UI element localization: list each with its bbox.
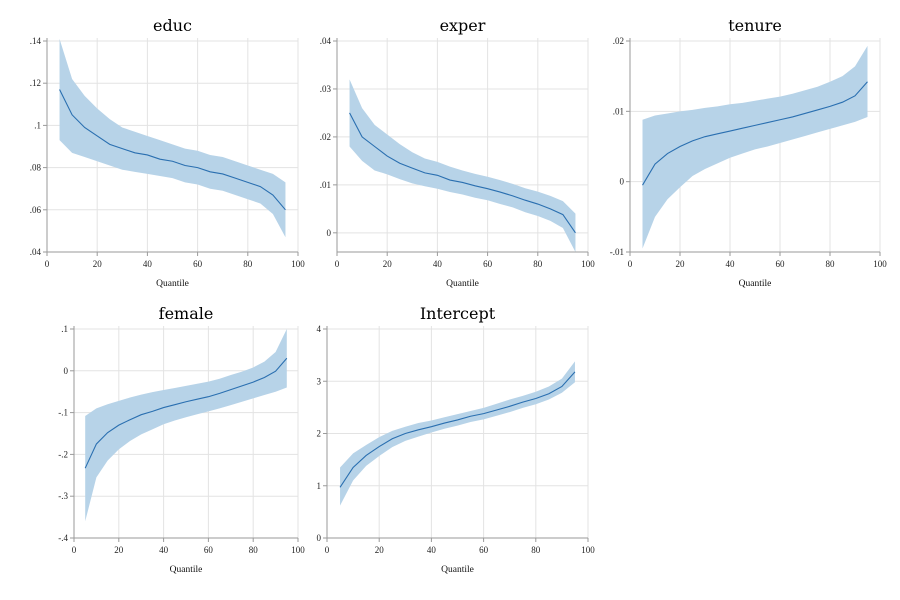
y-tick-label: .01 xyxy=(613,106,624,116)
panel-title: educ xyxy=(153,16,192,35)
y-tick-label: .1 xyxy=(61,324,68,334)
y-tick-label: -.4 xyxy=(58,533,68,543)
y-tick-label: .03 xyxy=(320,84,332,94)
y-tick-label: 3 xyxy=(317,376,322,386)
x-tick-label: 20 xyxy=(383,259,393,269)
x-tick-label: 20 xyxy=(114,545,124,555)
x-tick-label: 80 xyxy=(243,259,253,269)
y-tick-label: -.01 xyxy=(610,247,624,257)
x-axis-label: Quantile xyxy=(446,279,479,289)
y-tick-label: 0 xyxy=(64,366,69,376)
x-tick-label: 0 xyxy=(45,259,50,269)
x-tick-label: 0 xyxy=(628,259,633,269)
y-tick-label: -.3 xyxy=(58,491,68,501)
coefficient-line xyxy=(339,371,576,488)
y-tick-label: -.1 xyxy=(58,408,68,418)
y-tick-label: 2 xyxy=(317,429,322,439)
y-tick-label: .12 xyxy=(30,78,41,88)
confidence-band xyxy=(642,45,868,249)
y-tick-label: 0 xyxy=(620,177,625,187)
panel-title: Intercept xyxy=(420,304,496,323)
x-tick-label: 60 xyxy=(193,259,203,269)
y-tick-label: 0 xyxy=(327,228,332,238)
x-tick-label: 100 xyxy=(873,259,887,269)
x-tick-label: 100 xyxy=(581,545,595,555)
x-tick-label: 80 xyxy=(531,545,541,555)
x-axis-label: Quantile xyxy=(170,565,203,575)
x-tick-label: 40 xyxy=(159,545,169,555)
confidence-band xyxy=(349,79,576,252)
panel-female: 0 20 40 60 80 100 -.4 -.3 -.2 -.1 0 .1 female Quantil… xyxy=(58,304,305,575)
x-tick-label: 60 xyxy=(483,259,493,269)
y-tick-label: .08 xyxy=(30,163,42,173)
confidence-band xyxy=(340,361,575,506)
y-tick-label: .02 xyxy=(613,36,624,46)
x-tick-label: 20 xyxy=(375,545,385,555)
y-tick-label: -.2 xyxy=(58,449,68,459)
x-tick-label: 80 xyxy=(533,259,543,269)
panel-title: tenure xyxy=(728,16,782,35)
y-tick-label: .02 xyxy=(320,132,331,142)
y-tick-label: 0 xyxy=(317,533,322,543)
y-tick-label: .04 xyxy=(30,247,42,257)
x-tick-label: 80 xyxy=(249,545,259,555)
x-tick-label: 20 xyxy=(93,259,103,269)
y-tick-label: .01 xyxy=(320,180,331,190)
x-tick-label: 60 xyxy=(776,259,786,269)
panel-exper: 0 20 40 60 80 100 0 .01 .02 .03 .04 exper Quantile xyxy=(320,16,596,289)
x-tick-label: 100 xyxy=(291,259,305,269)
x-tick-label: 0 xyxy=(335,259,340,269)
panel-title: exper xyxy=(440,16,486,35)
x-tick-label: 40 xyxy=(143,259,153,269)
panel-educ: 0 20 40 60 80 100 .04 .06 .08 .1 .12 .14 educ Quantil… xyxy=(30,16,306,289)
panel-title: female xyxy=(159,304,214,323)
x-tick-label: 100 xyxy=(581,259,595,269)
x-tick-label: 80 xyxy=(826,259,836,269)
y-tick-label: .04 xyxy=(320,36,332,46)
x-tick-label: 0 xyxy=(325,545,330,555)
y-tick-label: .14 xyxy=(30,36,42,46)
x-tick-label: 40 xyxy=(433,259,443,269)
x-axis-label: Quantile xyxy=(156,279,189,289)
x-tick-label: 100 xyxy=(291,545,305,555)
panel-intercept: 0 20 40 60 80 100 0 1 2 3 4 Intercept Quantile xyxy=(317,304,596,575)
x-tick-label: 40 xyxy=(726,259,736,269)
y-tick-label: 1 xyxy=(317,481,322,491)
x-tick-label: 20 xyxy=(676,259,686,269)
y-tick-label: .06 xyxy=(30,205,42,215)
x-tick-label: 60 xyxy=(479,545,489,555)
panel-tenure: 0 20 40 60 80 100 -.01 0 .01 .02 tenure Quantile xyxy=(610,16,888,289)
x-tick-label: 60 xyxy=(204,545,214,555)
confidence-band xyxy=(59,38,286,238)
x-tick-label: 40 xyxy=(427,545,437,555)
x-tick-label: 0 xyxy=(72,545,77,555)
x-axis-label: Quantile xyxy=(739,279,772,289)
y-tick-label: .1 xyxy=(34,120,41,130)
x-axis-label: Quantile xyxy=(441,565,474,575)
confidence-band xyxy=(85,329,287,522)
y-tick-label: 4 xyxy=(317,324,322,334)
